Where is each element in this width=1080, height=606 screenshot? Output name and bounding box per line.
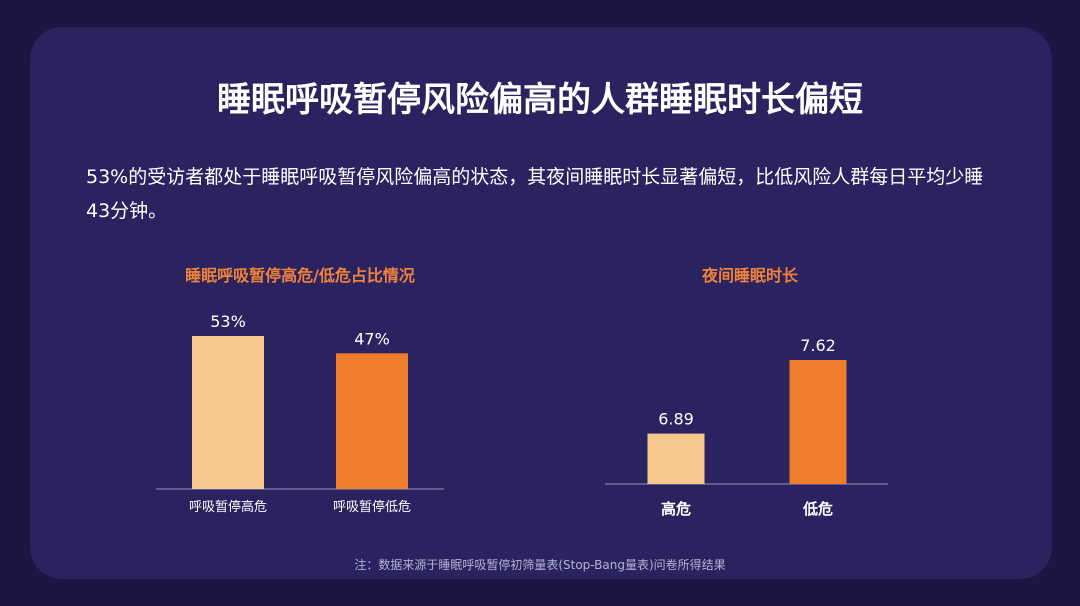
category-label-2: 低危 (802, 500, 833, 518)
chart-title-sleep-duration: 夜间睡眠时长 (701, 266, 798, 285)
category-label-1: 呼吸暂停高危 (189, 499, 267, 515)
data-label-1: 53% (210, 312, 246, 331)
bar-1 (647, 433, 705, 484)
description-text: 53%的受访者都处于睡眠呼吸暂停风险偏高的状态，其夜间睡眠时长显著偏短，比低风险… (86, 166, 984, 222)
footnote: 注：数据来源于睡眠呼吸暂停初筛量表(Stop-Bang量表)问卷所得结果 (354, 558, 726, 572)
data-label-2: 7.62 (800, 336, 836, 355)
bar-2 (336, 353, 408, 489)
bar-2 (789, 360, 847, 484)
category-label-1: 高危 (661, 500, 691, 518)
data-label-1: 6.89 (658, 410, 694, 429)
chart-title-risk-share: 睡眠呼吸暂停高危/低危占比情况 (185, 266, 415, 285)
page-title: 睡眠呼吸暂停风险偏高的人群睡眠时长偏短 (217, 80, 863, 120)
category-label-2: 呼吸暂停低危 (333, 499, 411, 515)
bar-1 (192, 336, 264, 489)
data-label-2: 47% (354, 329, 390, 348)
